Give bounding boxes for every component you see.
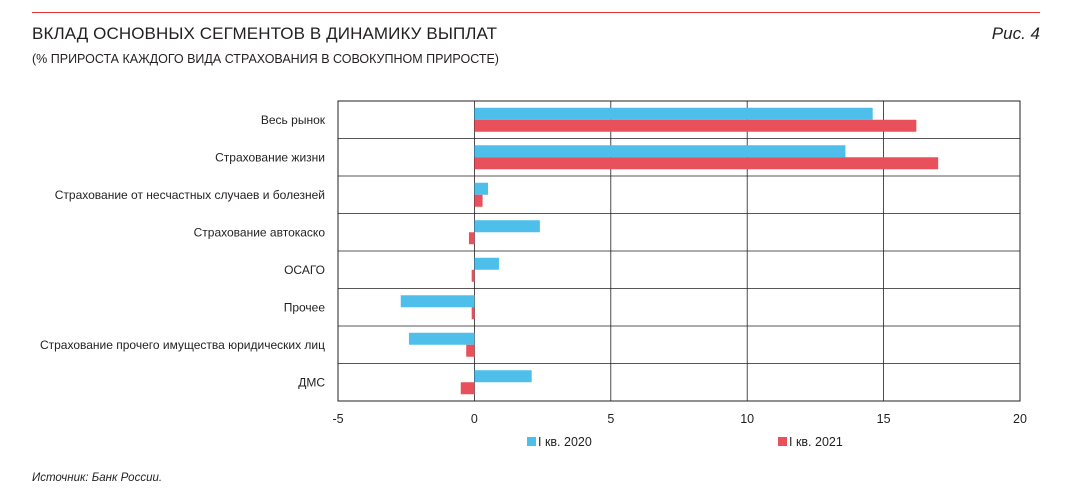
source-note: Источник: Банк России. <box>32 472 163 484</box>
x-tick-label: 0 <box>471 412 478 426</box>
bar-q1-2021 <box>474 194 483 207</box>
bar-q1-2021 <box>471 269 475 282</box>
category-labels: Весь рынок Страхование жизни Страхование о… <box>40 113 326 390</box>
bar-chart: Весь рынок Страхование жизни Страхование о… <box>40 100 1027 449</box>
bar-q1-2020 <box>474 182 489 195</box>
category-label: Страхование прочего имущества юридически… <box>40 338 325 352</box>
bar-q1-2021 <box>466 344 475 357</box>
bar-q1-2020 <box>474 370 532 383</box>
chart-subtitle: (% ПРИРОСТА КАЖДОГО ВИДА СТРАХОВАНИЯ В С… <box>32 52 499 66</box>
category-label: Прочее <box>284 300 326 314</box>
x-tick-label: -5 <box>332 412 343 426</box>
category-label: Страхование автокаско <box>194 225 326 239</box>
bar-q1-2021 <box>468 232 475 245</box>
bar-q1-2021 <box>460 382 475 395</box>
legend-label: I кв. 2020 <box>538 435 592 449</box>
bar-q1-2020 <box>474 220 540 233</box>
bar-q1-2021 <box>474 157 939 170</box>
legend-label: I кв. 2021 <box>789 435 843 449</box>
legend-swatch <box>527 437 536 446</box>
chart-title: ВКЛАД ОСНОВНЫХ СЕГМЕНТОВ В ДИНАМИКУ ВЫПЛ… <box>32 24 498 43</box>
x-tick-labels: -5 0 5 10 15 20 <box>332 412 1027 426</box>
bars <box>400 107 939 395</box>
legend: I кв. 2020 I кв. 2021 <box>527 435 843 449</box>
bar-q1-2020 <box>400 295 475 308</box>
category-label: Страхование от несчастных случаев и боле… <box>55 188 325 202</box>
category-label: ОСАГО <box>284 263 325 277</box>
legend-swatch <box>778 437 787 446</box>
bar-q1-2020 <box>474 107 873 120</box>
bar-q1-2021 <box>474 119 917 132</box>
x-tick-label: 15 <box>877 412 891 426</box>
category-label: Весь рынок <box>261 113 326 127</box>
bar-q1-2021 <box>471 307 475 320</box>
category-label: Страхование жизни <box>215 150 325 164</box>
x-tick-label: 10 <box>740 412 754 426</box>
category-label: ДМС <box>298 375 325 389</box>
x-tick-label: 20 <box>1013 412 1027 426</box>
figure-label: Рис. 4 <box>991 24 1040 43</box>
x-tick-label: 5 <box>607 412 614 426</box>
bar-q1-2020 <box>474 145 846 158</box>
bar-q1-2020 <box>408 332 475 345</box>
bar-q1-2020 <box>474 257 499 270</box>
header-rule <box>32 12 1040 13</box>
